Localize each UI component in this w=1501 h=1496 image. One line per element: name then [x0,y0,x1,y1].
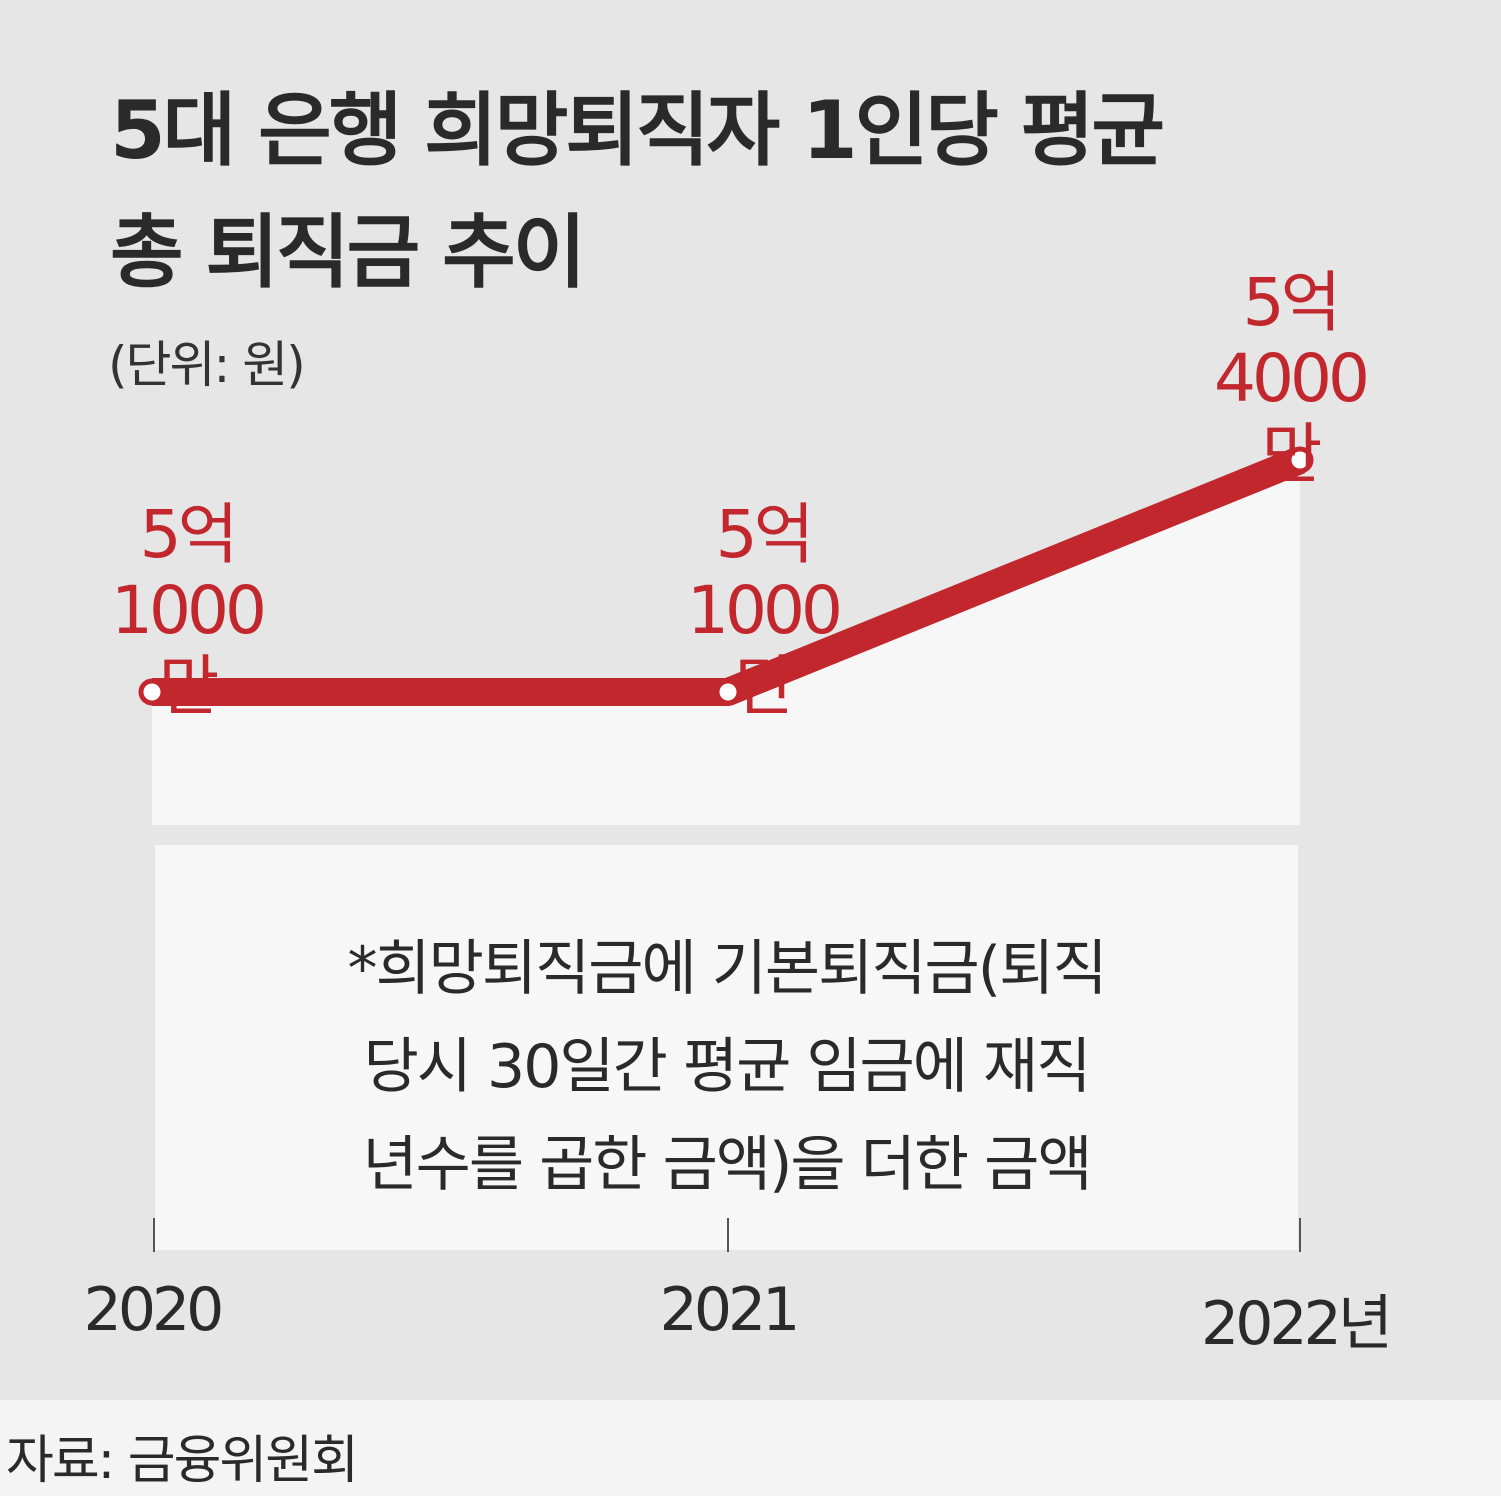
marker [1286,446,1314,474]
source-strip [0,1400,1501,1496]
data-label: 5억 1000만 [687,496,843,725]
marker [714,678,742,706]
note-box [155,845,1298,1250]
subtitle: (단위: 원) [108,336,306,394]
data-label: 5억 1000만 [111,496,267,725]
x-tick-label: 2022년 [1201,1289,1393,1359]
x-tick-label: 2020 [83,1275,225,1345]
note: *희망퇴직금에 기본퇴직금(퇴직 [347,934,1107,1004]
area [152,460,1300,825]
note: 년수를 곱한 금액)을 더한 금액 [362,1130,1092,1200]
marker [138,678,166,706]
x-tick-label: 2021 [659,1275,801,1345]
source: 자료: 금융위원회 [6,1431,359,1491]
chart-title: 5대 은행 희망퇴직자 1인당 평균 총 퇴직금 추이 [110,84,1165,299]
data-label: 5억 4000만 [1214,264,1370,493]
note: 당시 30일간 평균 임금에 재직 [363,1032,1092,1102]
